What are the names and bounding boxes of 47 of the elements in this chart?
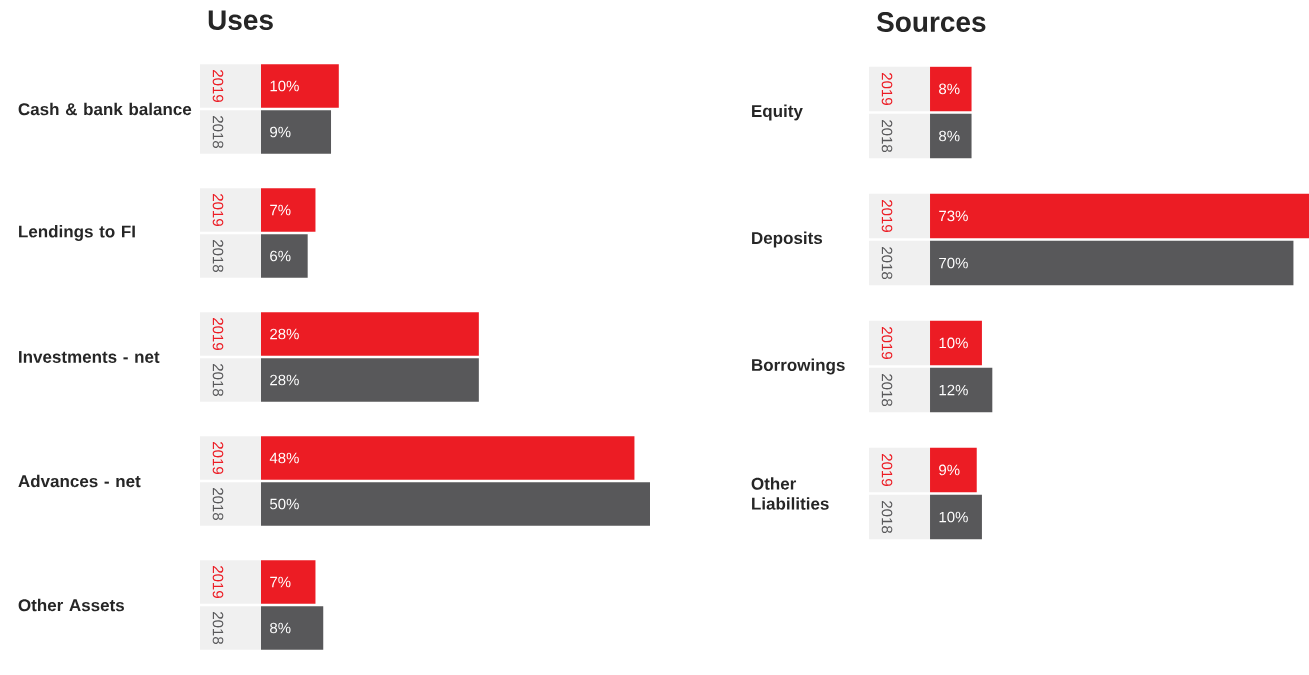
y-tick-label: Advances - net xyxy=(18,474,141,488)
y-tick-label: Deposits xyxy=(752,231,823,248)
y-tick-label: Equity xyxy=(752,104,803,121)
text: 2018 xyxy=(881,501,893,534)
data-label: 8% xyxy=(270,622,291,634)
data-label: 48% xyxy=(269,452,299,464)
text: 2018 xyxy=(212,240,224,273)
text: 2019 xyxy=(212,70,224,102)
y-tick-label: Investments - net xyxy=(19,351,160,363)
text: 2019 xyxy=(212,318,224,350)
data-label: 73% xyxy=(939,210,968,222)
data-label: 28% xyxy=(270,374,299,386)
text: 2019 xyxy=(212,566,224,598)
chart-title: Uses xyxy=(208,10,273,30)
data-label: 8% xyxy=(939,83,960,95)
text: 2018 xyxy=(212,488,224,521)
text: 2019 xyxy=(881,454,893,486)
data-label: 70% xyxy=(939,257,968,269)
data-label: 28% xyxy=(270,328,299,340)
data-label: 9% xyxy=(939,464,960,476)
text: 2019 xyxy=(881,200,893,232)
data-label: 50% xyxy=(270,498,299,510)
data-label: 12% xyxy=(939,384,968,396)
text: 2019 xyxy=(881,327,893,359)
text: 2019 xyxy=(881,73,893,105)
data-label: 9% xyxy=(270,126,291,138)
data-label: 10% xyxy=(939,337,968,349)
y-tick-label: Borrowings xyxy=(752,358,845,375)
data-label: 8% xyxy=(939,130,960,142)
text: 2018 xyxy=(212,116,224,149)
y-tick-label: Other Assets xyxy=(18,598,124,612)
y-tick-label: Other Liabilities xyxy=(751,477,829,510)
text: 2019 xyxy=(212,442,224,474)
data-label: 6% xyxy=(270,250,291,262)
data-label: 10% xyxy=(939,511,968,523)
data-label: 7% xyxy=(270,204,291,216)
text: 2018 xyxy=(212,364,224,397)
text: 2018 xyxy=(881,120,893,153)
chart-title: Sources xyxy=(876,12,986,32)
y-tick-label: Lendings to FI xyxy=(19,225,135,241)
data-label: 10% xyxy=(270,80,299,92)
y-tick-label: Cash & bank balance xyxy=(18,102,192,116)
text: 2019 xyxy=(212,194,224,226)
text: 2018 xyxy=(212,612,224,645)
data-label: 7% xyxy=(270,576,291,588)
text: 2018 xyxy=(881,374,893,407)
text: 2018 xyxy=(881,247,893,280)
